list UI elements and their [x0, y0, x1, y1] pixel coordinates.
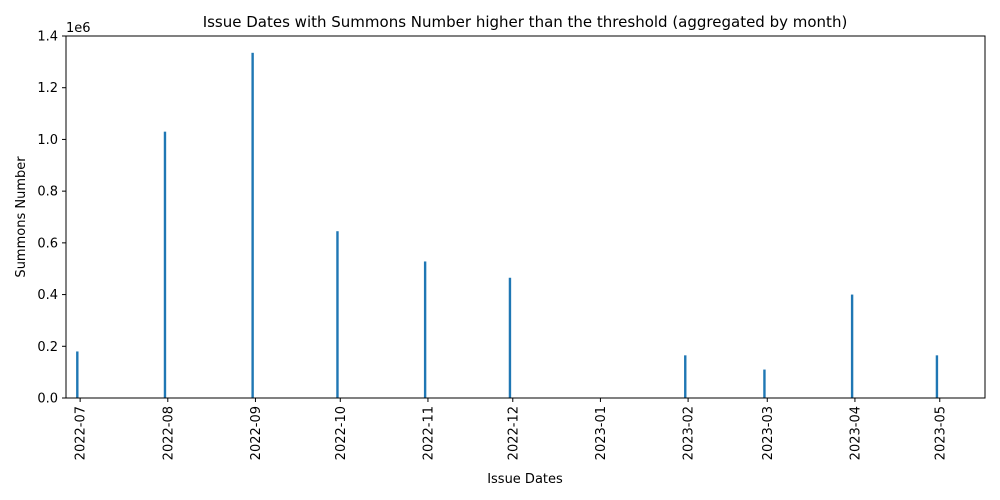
bar-2023-02-28	[763, 369, 766, 398]
x-tick-label: 2022-11	[421, 406, 436, 460]
y-tick-label: 1.4	[37, 30, 58, 45]
y-tick-label: 0.8	[37, 185, 58, 200]
y-axis-label: Summons Number	[14, 156, 29, 278]
chart-title: Issue Dates with Summons Number higher t…	[203, 13, 848, 31]
y-axis: 0.0 0.2 0.4 0.6 0.8 1.0 1.2 1.4	[37, 30, 66, 407]
x-axis: 2022-07 2022-08 2022-09 2022-10 2022-11 2022-…	[74, 398, 948, 460]
x-tick-label: 2022-09	[249, 406, 264, 460]
x-tick-label: 2023-04	[848, 406, 863, 460]
bar-2022-06-30	[76, 351, 79, 398]
x-tick-label: 2022-10	[334, 406, 349, 460]
x-tick-label: 2023-03	[761, 406, 776, 460]
bar-2022-10-31	[423, 261, 427, 398]
x-tick-label: 2022-08	[161, 406, 176, 460]
y-tick-label: 0.2	[37, 340, 58, 355]
bar-2023-04-30	[935, 355, 939, 398]
y-tick-label: 0.4	[37, 288, 58, 303]
bar-2022-08-31	[251, 52, 254, 399]
bars-group	[76, 52, 939, 399]
x-tick-label: 2022-07	[74, 406, 89, 460]
bar-2022-11-30	[508, 277, 512, 398]
y-tick-label: 0.6	[37, 236, 58, 251]
y-tick-label: 1.0	[37, 133, 58, 148]
y-axis-offset-label: 1e6	[66, 21, 91, 36]
y-tick-label: 1.2	[37, 81, 58, 96]
bar-2022-07-31	[163, 131, 167, 399]
x-tick-label: 2022-12	[506, 406, 521, 460]
x-tick-label: 2023-01	[594, 406, 609, 460]
x-tick-label: 2023-02	[682, 406, 697, 460]
y-tick-label: 0.0	[37, 392, 58, 407]
bar-2023-01-31	[684, 355, 687, 398]
x-tick-label: 2023-05	[933, 406, 948, 460]
bar-2023-03-31	[850, 294, 854, 398]
bar-2022-09-30	[336, 231, 339, 398]
x-axis-label: Issue Dates	[487, 472, 563, 487]
plot-frame	[65, 35, 986, 399]
